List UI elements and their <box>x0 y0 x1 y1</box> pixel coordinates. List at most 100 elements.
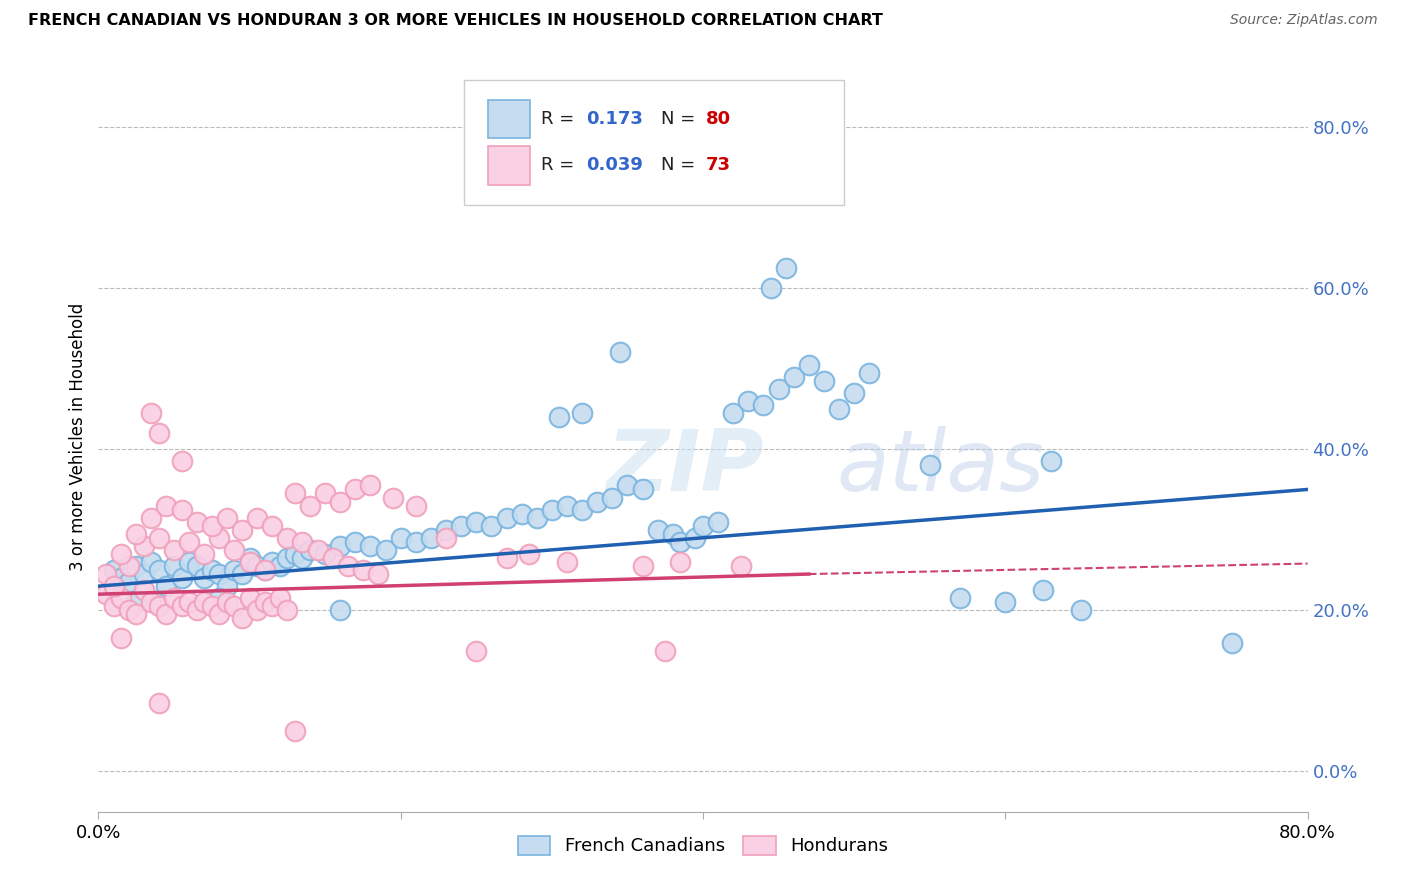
Point <box>141 555 163 569</box>
Point <box>148 531 170 545</box>
Point <box>405 499 427 513</box>
Point <box>148 696 170 710</box>
Point <box>163 559 186 574</box>
Point <box>730 559 752 574</box>
Point <box>224 563 246 577</box>
Point <box>110 632 132 646</box>
Point <box>631 559 654 574</box>
Point <box>737 393 759 408</box>
Point <box>797 358 820 372</box>
Point <box>201 518 224 533</box>
Point <box>186 559 208 574</box>
Point <box>367 567 389 582</box>
Text: 80: 80 <box>706 110 731 128</box>
Point <box>132 567 155 582</box>
Point <box>616 478 638 492</box>
Point <box>141 595 163 609</box>
Point <box>246 603 269 617</box>
Text: 0.039: 0.039 <box>586 156 643 174</box>
Point <box>276 531 298 545</box>
Point <box>692 518 714 533</box>
Point <box>555 555 578 569</box>
Point <box>125 595 148 609</box>
Point <box>723 406 745 420</box>
Text: N =: N = <box>661 156 700 174</box>
Point <box>155 607 177 622</box>
Point <box>775 260 797 275</box>
Point <box>224 542 246 557</box>
Point <box>103 579 125 593</box>
Text: atlas: atlas <box>837 425 1045 508</box>
Point <box>118 559 141 574</box>
Point <box>314 547 336 561</box>
Point <box>307 542 329 557</box>
Point <box>517 547 540 561</box>
Point <box>360 539 382 553</box>
Point <box>374 542 396 557</box>
Point <box>103 599 125 614</box>
Point <box>208 607 231 622</box>
Point <box>141 510 163 524</box>
Point <box>155 499 177 513</box>
Point <box>132 539 155 553</box>
Point <box>495 510 517 524</box>
Point <box>239 555 262 569</box>
Point <box>828 401 851 416</box>
Point <box>276 550 298 565</box>
Point <box>299 499 322 513</box>
Point <box>269 591 291 606</box>
Point <box>110 571 132 585</box>
Point <box>269 559 291 574</box>
Point <box>669 555 692 569</box>
Point <box>571 502 593 516</box>
Point <box>262 599 284 614</box>
Point <box>253 563 276 577</box>
Point <box>291 534 314 549</box>
Point <box>336 559 359 574</box>
Point <box>510 507 533 521</box>
Point <box>322 550 344 565</box>
Point <box>186 603 208 617</box>
Point <box>669 534 692 549</box>
Point <box>253 563 276 577</box>
Point <box>170 571 193 585</box>
Point <box>231 523 253 537</box>
Point <box>148 599 170 614</box>
Text: Source: ZipAtlas.com: Source: ZipAtlas.com <box>1230 13 1378 28</box>
Point <box>994 595 1017 609</box>
Point <box>405 534 427 549</box>
Text: R =: R = <box>541 110 581 128</box>
Point <box>208 531 231 545</box>
Point <box>352 563 374 577</box>
Point <box>186 515 208 529</box>
Point <box>647 523 669 537</box>
Point <box>163 591 186 606</box>
Point <box>284 547 307 561</box>
Point <box>262 555 284 569</box>
Text: R =: R = <box>541 156 581 174</box>
Point <box>420 531 443 545</box>
Point <box>125 559 148 574</box>
Point <box>170 454 193 468</box>
Point <box>201 563 224 577</box>
Point <box>813 374 835 388</box>
Point <box>918 458 941 473</box>
Point <box>752 398 775 412</box>
Point <box>609 345 631 359</box>
Point <box>276 603 298 617</box>
Point <box>540 502 562 516</box>
Point <box>844 385 866 400</box>
Point <box>631 483 654 497</box>
Point <box>571 406 593 420</box>
Point <box>170 599 193 614</box>
Point <box>163 542 186 557</box>
Point <box>208 567 231 582</box>
Point <box>179 555 201 569</box>
Point <box>495 550 517 565</box>
Point <box>215 595 238 609</box>
Point <box>685 531 707 545</box>
Point <box>284 486 307 500</box>
Point <box>344 483 367 497</box>
Point <box>208 591 231 606</box>
Point <box>110 591 132 606</box>
